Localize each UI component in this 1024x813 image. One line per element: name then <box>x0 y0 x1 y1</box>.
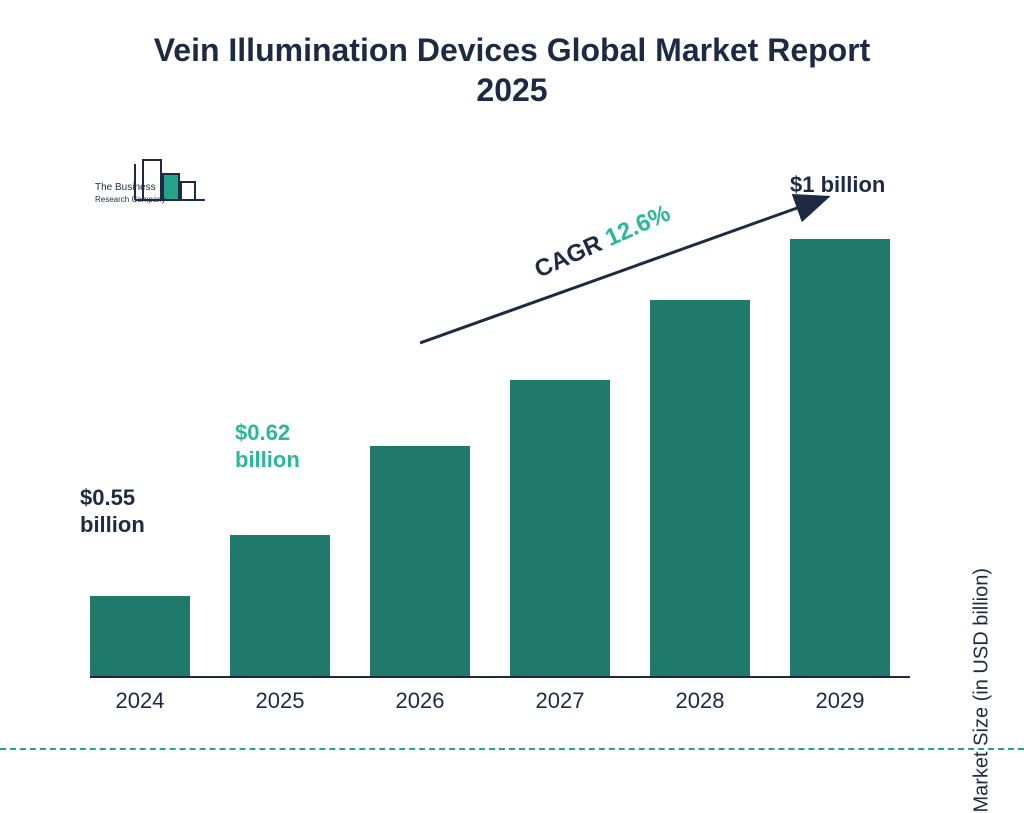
cagr-label: CAGR 12.6% <box>531 200 675 285</box>
bar-2028 <box>650 300 750 676</box>
x-label-2028: 2028 <box>650 688 750 714</box>
value-label-0: $0.55 billion <box>80 485 180 538</box>
value-label-1: $0.62 billion <box>235 420 335 473</box>
bar-2026 <box>370 446 470 676</box>
bar-2025 <box>230 535 330 676</box>
x-label-2029: 2029 <box>790 688 890 714</box>
cagr-value-text: 12.6% <box>601 200 674 252</box>
chart-title: Vein Illumination Devices Global Market … <box>0 30 1024 110</box>
footer-dashed-line <box>0 748 1024 750</box>
cagr-arrow: CAGR 12.6% <box>420 178 840 378</box>
bar-2029 <box>790 239 890 676</box>
x-label-2024: 2024 <box>90 688 190 714</box>
y-axis-label: Market Size (in USD billion) <box>971 568 994 813</box>
bar-2027 <box>510 380 610 676</box>
bar-chart: 202420252026202720282029 CAGR 12.6% <box>90 168 910 678</box>
x-axis-line <box>90 676 910 678</box>
cagr-label-text: CAGR <box>531 230 607 283</box>
x-label-2026: 2026 <box>370 688 470 714</box>
bar-2024 <box>90 596 190 676</box>
x-label-2027: 2027 <box>510 688 610 714</box>
x-label-2025: 2025 <box>230 688 330 714</box>
value-label-2: $1 billion <box>790 172 930 198</box>
